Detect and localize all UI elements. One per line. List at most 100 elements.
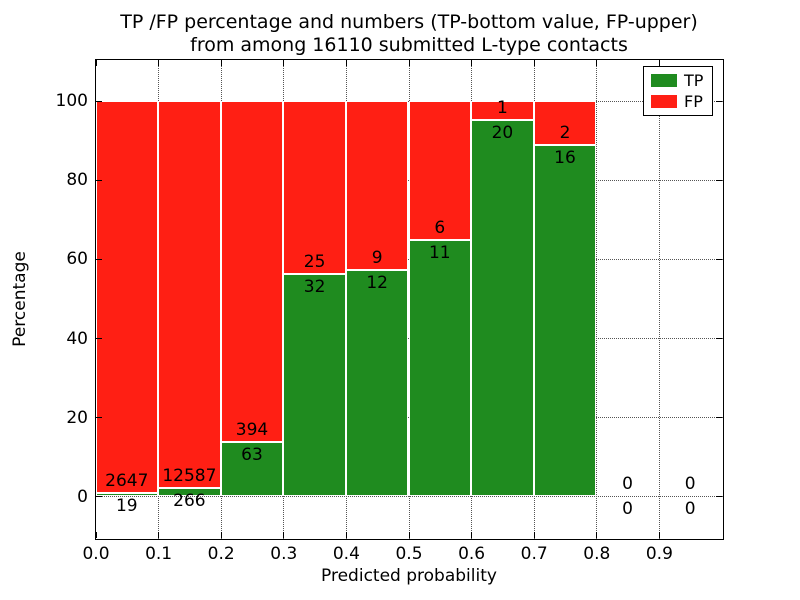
y-tick-right [715, 338, 722, 339]
y-tick-left [95, 100, 102, 102]
y-tick-left [95, 179, 102, 181]
legend: TP FP [643, 66, 714, 116]
tp-count-label: 19 [115, 496, 138, 517]
fp-bar [283, 100, 346, 275]
tp-count-label: 63 [241, 444, 263, 465]
x-tick-top [345, 59, 347, 66]
x-tick-top [658, 59, 660, 66]
y-tick-right [715, 496, 722, 498]
fp-count-label: 6 [434, 218, 446, 239]
y-tick-label: 0 [77, 486, 88, 507]
y-tick-right [715, 179, 722, 181]
fp-bar [158, 100, 221, 488]
tp-count-label: 266 [173, 490, 206, 511]
fp-legend-swatch [651, 95, 677, 108]
fp-bar [533, 100, 597, 145]
chart-title-line1: TP /FP percentage and numbers (TP-bottom… [120, 11, 698, 33]
tp-count-label: 16 [554, 147, 576, 168]
tp-count-label: 12 [366, 273, 389, 294]
y-tick-label: 20 [66, 407, 88, 428]
legend-entry-label: TP [684, 71, 704, 90]
x-tick-bottom [95, 531, 97, 538]
tp-bar [408, 240, 472, 496]
tp-count-label: 0 [622, 499, 634, 520]
fp-bar [220, 100, 284, 442]
tp-legend-swatch [651, 74, 677, 87]
x-tick-top [533, 59, 535, 66]
y-axis-label: Percentage [10, 251, 30, 347]
legend-entry: FP [651, 93, 703, 110]
x-gridline [596, 59, 598, 539]
y-tick-left [95, 417, 102, 418]
fp-bar [95, 100, 159, 494]
tp-bar [345, 270, 409, 497]
x-tick-label: 0.4 [332, 544, 360, 564]
x-axis-label: Predicted probability [321, 566, 497, 586]
tp-bar [533, 144, 597, 496]
tp-bar [95, 493, 159, 497]
tp-bar [471, 119, 534, 496]
fp-count-label: 25 [303, 252, 326, 273]
y-tick-right [715, 258, 722, 260]
plot-area: 2647 19 12587 266 394 63 25 32 9 12 6 11 1 20 2 16 0 0 0 0 [94, 58, 724, 540]
tp-count-label: 0 [684, 499, 696, 520]
x-tick-label: 0.7 [520, 544, 548, 564]
y-tick-label: 80 [66, 170, 88, 191]
fp-count-label: 394 [235, 419, 269, 440]
x-tick-bottom [658, 531, 660, 538]
x-tick-label: 0.5 [395, 544, 423, 564]
fp-count-label: 1 [496, 97, 508, 118]
chart-title: TP /FP percentage and numbers (TP-bottom… [96, 11, 722, 57]
x-tick-top [95, 59, 97, 66]
x-tick-top [158, 59, 160, 66]
x-tick-bottom [283, 531, 285, 538]
tp-bar [220, 441, 284, 496]
tp-bar [158, 487, 221, 497]
x-tick-bottom [408, 531, 410, 538]
y-tick-left [95, 258, 102, 260]
x-tick-label: 0.1 [145, 544, 173, 564]
x-tick-label: 0.0 [82, 544, 110, 564]
x-tick-label: 0.9 [645, 544, 673, 564]
x-tick-label: 0.3 [270, 544, 298, 564]
x-tick-label: 0.2 [207, 544, 235, 564]
x-tick-top [220, 59, 222, 66]
y-tick-label: 60 [66, 249, 88, 270]
tp-count-label: 11 [428, 243, 451, 264]
x-gridline [658, 59, 660, 539]
x-tick-top [596, 59, 598, 66]
y-tick-label: 40 [66, 328, 88, 349]
y-tick-left [95, 338, 102, 339]
y-tick-left [95, 496, 102, 498]
chart-title-line2: from among 16110 submitted L-type contac… [190, 34, 628, 56]
tp-count-label: 20 [491, 122, 514, 143]
x-tick-top [283, 59, 285, 66]
x-tick-bottom [345, 531, 347, 538]
fp-count-label: 0 [684, 474, 696, 495]
x-tick-bottom [533, 531, 535, 538]
fp-count-label: 12587 [162, 465, 217, 486]
y-tick-right [715, 100, 722, 102]
fp-count-label: 2 [559, 122, 571, 143]
x-tick-top [471, 59, 473, 66]
x-tick-label: 0.8 [583, 544, 611, 564]
fp-count-label: 0 [622, 474, 634, 495]
fp-count-label: 2647 [105, 471, 149, 492]
legend-entry: TP [651, 72, 703, 89]
fp-bar [408, 100, 472, 241]
x-tick-bottom [596, 531, 598, 538]
fp-bar [471, 100, 534, 120]
fp-bar [345, 100, 409, 271]
fp-count-label: 9 [371, 248, 383, 269]
y-tick-right [715, 417, 722, 418]
x-tick-top [408, 59, 410, 66]
tp-bar [283, 274, 346, 496]
x-tick-bottom [220, 531, 222, 538]
y-tick-label: 100 [55, 91, 88, 112]
x-tick-bottom [158, 531, 160, 538]
tp-count-label: 32 [303, 277, 326, 298]
legend-entry-label: FP [684, 92, 703, 111]
x-tick-label: 0.6 [458, 544, 486, 564]
x-tick-bottom [471, 531, 473, 538]
